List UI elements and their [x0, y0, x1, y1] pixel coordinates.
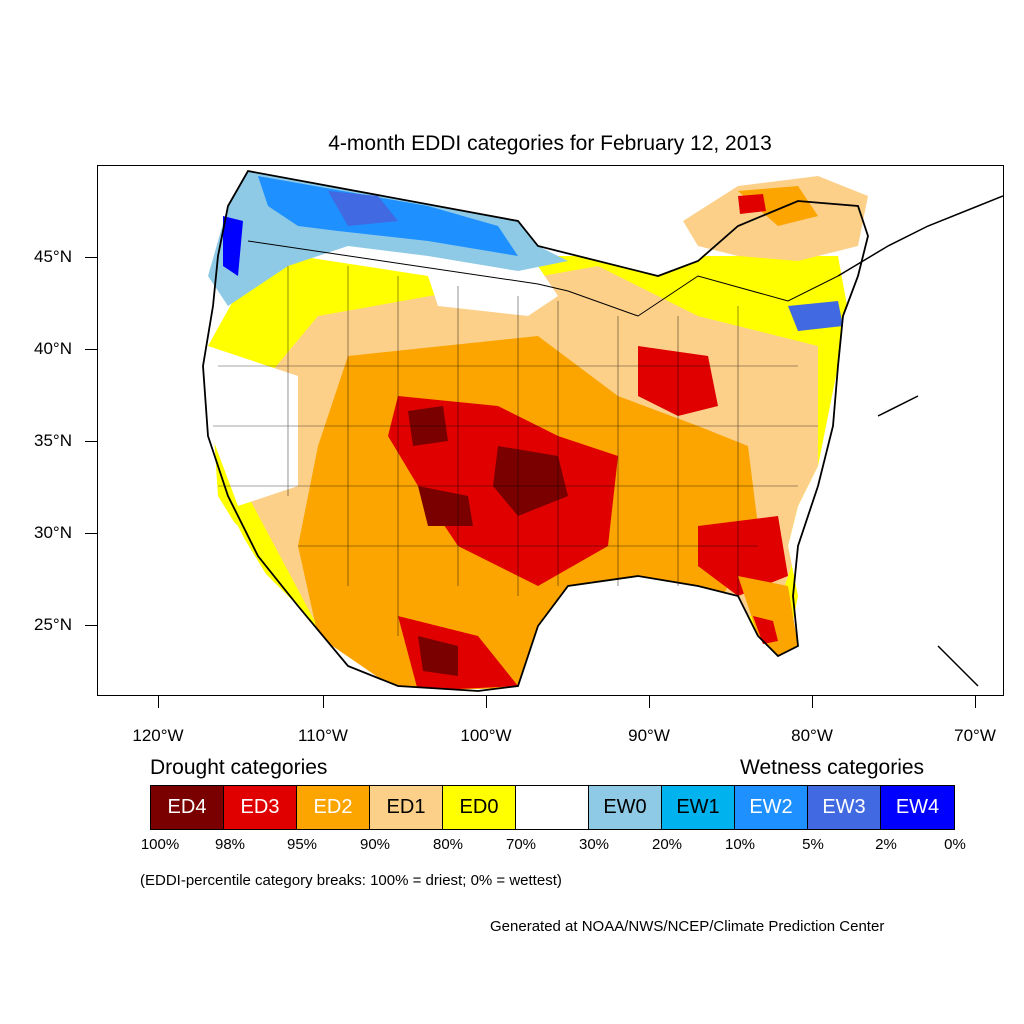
- pct-label: 30%: [578, 836, 610, 853]
- lon-label-120w: 120°W: [132, 726, 184, 745]
- pct-label: 10%: [724, 836, 756, 853]
- lat-label-25: 25°N: [34, 615, 72, 634]
- map-canvas: [198, 169, 1003, 692]
- legend-cell-ew1: EW1: [662, 786, 735, 829]
- credit-line: Generated at NOAA/NWS/NCEP/Climate Predi…: [490, 918, 885, 935]
- legend-cell-ew2: EW2: [735, 786, 808, 829]
- lon-tick: [975, 696, 976, 708]
- pct-label: 0%: [944, 836, 966, 853]
- lat-label-40: 40°N: [34, 339, 72, 358]
- category-legend: ED4 ED3 ED2 ED1 ED0 EW0 EW1 EW2 EW3 EW4: [150, 785, 955, 830]
- lat-label-35: 35°N: [34, 431, 72, 450]
- lon-label-70w: 70°W: [954, 726, 996, 745]
- lon-label-80w: 80°W: [791, 726, 833, 745]
- pct-label: 90%: [359, 836, 391, 853]
- wetness-heading: Wetness categories: [740, 756, 925, 779]
- lon-label-90w: 90°W: [628, 726, 670, 745]
- pct-label: 5%: [802, 836, 824, 853]
- lon-tick: [649, 696, 650, 708]
- ed4-region: [493, 446, 568, 516]
- legend-cell-ed4: ED4: [151, 786, 224, 829]
- percentile-note: (EDDI-percentile category breaks: 100% =…: [140, 872, 562, 889]
- legend-cell-ew3: EW3: [808, 786, 881, 829]
- drought-heading: Drought categories: [150, 756, 328, 779]
- us-canada-border: [247, 240, 839, 317]
- eddi-map: [97, 165, 1004, 696]
- legend-cell-ed1: ED1: [370, 786, 443, 829]
- lon-tick: [323, 696, 324, 708]
- lat-tick: [85, 625, 97, 626]
- pct-label: 100%: [140, 836, 180, 853]
- legend-cell-ed0: ED0: [443, 786, 516, 829]
- lat-label-30: 30°N: [34, 523, 72, 542]
- lon-label-110w: 110°W: [298, 726, 348, 745]
- pct-label: 80%: [432, 836, 464, 853]
- map-title: 4-month EDDI categories for February 12,…: [328, 132, 772, 155]
- lat-tick: [85, 533, 97, 534]
- lon-tick: [812, 696, 813, 708]
- pct-label: 98%: [214, 836, 246, 853]
- coastline: [202, 169, 869, 692]
- lat-tick: [85, 349, 97, 350]
- lat-label-45: 45°N: [34, 247, 72, 266]
- lat-tick: [85, 257, 97, 258]
- legend-cell-ed2: ED2: [297, 786, 370, 829]
- pct-label: 70%: [505, 836, 537, 853]
- lon-label-100w: 100°W: [460, 726, 512, 745]
- pct-label: 2%: [875, 836, 897, 853]
- pct-label: 20%: [651, 836, 683, 853]
- legend-cell-ed3: ED3: [224, 786, 297, 829]
- florida-region: [738, 576, 798, 656]
- lon-tick: [486, 696, 487, 708]
- pct-label: 95%: [286, 836, 318, 853]
- canada-coast: [837, 195, 1003, 687]
- lat-tick: [85, 441, 97, 442]
- legend-cell-neutral: [516, 786, 589, 829]
- legend-cell-ew0: EW0: [589, 786, 662, 829]
- lon-tick: [158, 696, 159, 708]
- state-borders: [213, 266, 818, 636]
- legend-cell-ew4: EW4: [881, 786, 954, 829]
